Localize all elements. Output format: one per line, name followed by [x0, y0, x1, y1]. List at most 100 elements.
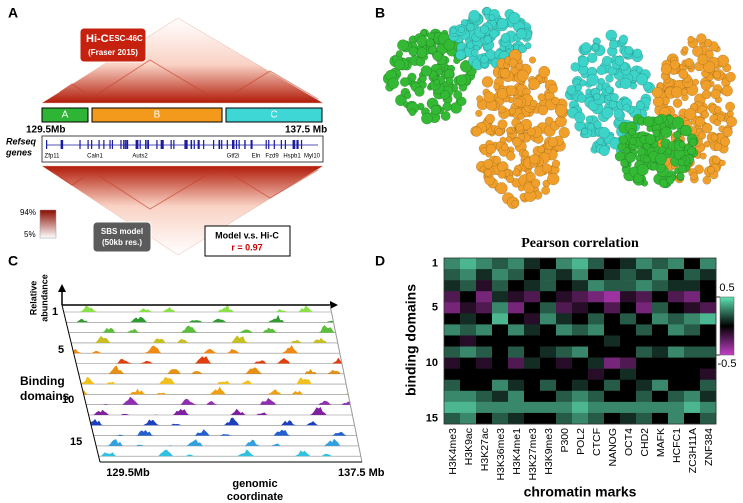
bead	[677, 164, 687, 174]
gene-tick	[203, 140, 205, 149]
heatmap-cell	[684, 258, 701, 270]
gene-tick	[135, 140, 137, 149]
heatmap-cell	[636, 313, 653, 325]
bead	[430, 104, 441, 116]
heatmap-cell	[492, 335, 509, 347]
heatmap-cell	[684, 401, 701, 414]
bead	[673, 131, 682, 140]
heatmap-cell	[668, 357, 685, 369]
gene-tick	[145, 140, 147, 149]
heatmap-cell	[668, 258, 685, 270]
bead	[541, 163, 552, 174]
heatmap-cell	[508, 390, 525, 403]
gene-tick	[273, 140, 275, 149]
bead	[481, 76, 494, 88]
domain-label: C	[270, 110, 277, 121]
gene-name: Eln	[252, 154, 261, 160]
bead	[489, 29, 499, 39]
heatmap-cell	[476, 335, 493, 347]
column-label: H3K4me1	[511, 428, 523, 475]
bead	[710, 88, 721, 100]
heatmap-cell	[636, 324, 653, 336]
bead	[506, 174, 515, 184]
bead	[387, 77, 400, 90]
heatmap-cell	[684, 269, 701, 281]
bead	[403, 92, 412, 100]
gene-tick	[250, 140, 252, 149]
heatmap-cell	[444, 390, 461, 403]
bead	[660, 126, 673, 139]
bead	[528, 56, 537, 64]
row-label: 15	[70, 436, 82, 448]
bead	[655, 153, 667, 165]
heatmap-cell	[620, 269, 637, 281]
bead	[538, 65, 551, 78]
heatmap-cell	[572, 368, 589, 381]
heatmap-cell	[700, 324, 717, 336]
heatmap-cell	[604, 269, 621, 281]
bead	[651, 86, 663, 98]
binding-profile	[76, 356, 342, 364]
heatmap-cell	[668, 302, 685, 314]
gene-name: Zfp11	[45, 154, 61, 160]
heatmap-cell	[572, 313, 589, 325]
bead	[470, 48, 479, 57]
heatmap-cell	[540, 313, 557, 325]
bead	[725, 71, 736, 83]
heatmap-cell	[476, 269, 493, 281]
heatmap-cell	[540, 324, 557, 336]
heatmap-cell	[556, 379, 573, 392]
correlation-value: r = 0.97	[231, 242, 262, 252]
heatmap-cell	[492, 401, 509, 414]
bead	[593, 120, 602, 129]
heatmap-cell	[668, 379, 685, 392]
heatmap-cell	[556, 313, 573, 325]
bead	[666, 176, 675, 185]
heatmap-cell	[444, 401, 461, 414]
bead	[586, 73, 599, 87]
heatmap-cell	[700, 368, 717, 381]
scale-min: 5%	[24, 230, 36, 239]
heatmap-cell	[540, 346, 557, 358]
heatmap-cell	[572, 412, 589, 425]
heatmap-cell	[492, 346, 509, 358]
heatmap-cell	[508, 291, 525, 303]
bead	[688, 137, 698, 147]
heatmap-cell	[588, 401, 605, 414]
heatmap-cell	[572, 335, 589, 347]
heatmap-cell	[620, 313, 637, 325]
heatmap-cell	[652, 412, 669, 425]
heatmap-cell	[668, 313, 685, 325]
gene-tick	[161, 140, 163, 149]
gene-tick	[170, 140, 172, 149]
heatmap-cell	[524, 258, 541, 270]
heatmap-cell	[668, 335, 685, 347]
heatmap-cell	[492, 280, 509, 292]
heatmap-cell	[668, 401, 685, 414]
bead	[480, 55, 489, 64]
bead	[669, 59, 680, 70]
domain-pattern	[59, 59, 319, 100]
bead	[445, 76, 454, 85]
bead	[680, 88, 688, 96]
heatmap-cell	[556, 291, 573, 303]
gene-tick	[136, 140, 138, 149]
bead	[529, 99, 538, 108]
heatmap-cell	[604, 412, 621, 425]
bead	[613, 108, 624, 119]
bead	[558, 126, 570, 139]
heatmap-cell	[572, 346, 589, 358]
bead	[521, 149, 530, 158]
bead	[690, 172, 699, 181]
gene-tick	[197, 140, 199, 149]
gene-tick	[226, 140, 228, 149]
bead	[432, 51, 443, 62]
panel-label: A	[8, 5, 18, 21]
bead	[607, 66, 617, 76]
bead	[702, 175, 712, 185]
heatmap-cell	[668, 291, 685, 303]
bead	[652, 96, 664, 108]
heatmap-cell	[620, 346, 637, 358]
heatmap-cell	[588, 313, 605, 325]
bead	[721, 85, 733, 97]
